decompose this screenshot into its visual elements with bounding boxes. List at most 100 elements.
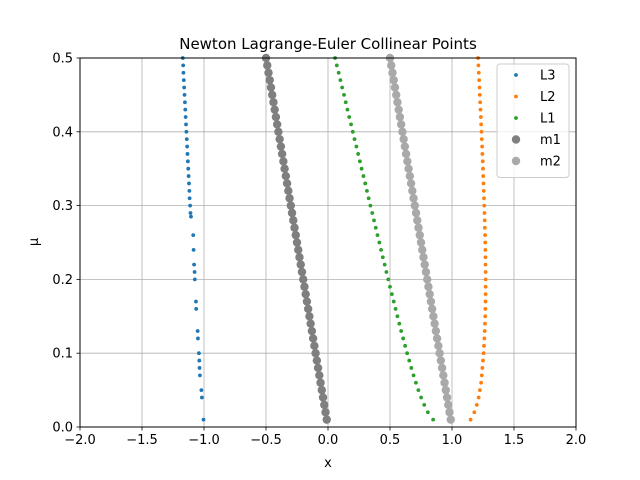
point-L3 (192, 262, 196, 267)
point-m2 (432, 334, 442, 343)
point-L2 (483, 321, 487, 326)
point-m2 (388, 68, 397, 77)
point-L2 (481, 174, 486, 178)
point-L2 (483, 277, 488, 282)
point-m2 (437, 363, 447, 373)
point-L2 (479, 122, 484, 127)
axis-ticks: −2.0 −1.5 −1.0 −0.5 0.0 0.5 1.0 1.5 2.0 0.0 0.1 0.2… (52, 52, 586, 449)
point-L1 (357, 159, 362, 164)
point-m2 (418, 245, 427, 255)
point-m1 (310, 341, 319, 351)
grid-lines (79, 57, 577, 428)
point-m1 (276, 142, 286, 151)
point-m1 (302, 297, 312, 306)
point-m2 (420, 260, 429, 269)
point-m1 (295, 253, 304, 262)
series-m1 (261, 53, 331, 424)
point-L2 (483, 270, 488, 274)
point-L1 (409, 366, 414, 370)
chart-title: Newton Lagrange-Euler Collinear Points (179, 35, 477, 53)
point-L3 (192, 277, 197, 282)
x-tick-label: 2.0 (566, 433, 587, 448)
point-L3 (191, 233, 196, 238)
point-m2 (410, 201, 419, 210)
point-m1 (303, 304, 313, 314)
series-L3 (180, 56, 206, 422)
point-L3 (182, 85, 187, 90)
point-L1 (354, 144, 359, 149)
legend-marker-L1 (514, 116, 518, 120)
point-L2 (474, 402, 479, 407)
point-L2 (477, 78, 482, 83)
point-L3 (183, 107, 188, 112)
point-m2 (436, 356, 446, 365)
point-L2 (476, 70, 481, 75)
point-L1 (370, 211, 375, 215)
y-axis-label: μ (27, 238, 42, 246)
point-L1 (361, 174, 366, 178)
point-m1 (308, 334, 318, 343)
point-L1 (350, 129, 355, 134)
point-L1 (366, 196, 371, 201)
point-L3 (197, 351, 201, 356)
point-L1 (380, 255, 385, 260)
point-m1 (296, 260, 305, 269)
point-L1 (405, 351, 410, 356)
point-m1 (282, 179, 292, 188)
point-m1 (265, 75, 274, 85)
point-m1 (264, 68, 273, 77)
point-m1 (297, 267, 307, 277)
point-m2 (393, 98, 402, 107)
point-L3 (184, 122, 188, 127)
point-L1 (356, 152, 361, 156)
point-L2 (478, 115, 483, 119)
point-L1 (422, 402, 427, 407)
point-m1 (311, 349, 320, 358)
point-L2 (481, 188, 486, 193)
point-m1 (318, 393, 328, 402)
point-m2 (421, 267, 431, 277)
point-m1 (268, 90, 277, 100)
point-L3 (187, 181, 191, 186)
legend-frame (496, 63, 570, 178)
point-L2 (482, 218, 487, 223)
point-m1 (321, 408, 330, 417)
point-m1 (312, 356, 322, 365)
point-L1 (336, 70, 341, 75)
point-L3 (185, 144, 190, 149)
data-marks (180, 53, 488, 424)
point-L2 (479, 137, 484, 142)
point-L1 (352, 137, 357, 142)
point-L1 (345, 107, 350, 112)
point-m1 (266, 83, 276, 92)
point-L3 (192, 270, 197, 274)
point-m2 (395, 112, 405, 122)
point-L1 (391, 299, 396, 304)
point-L1 (347, 115, 352, 119)
point-m2 (427, 304, 437, 314)
x-tick-label: −0.5 (250, 433, 282, 448)
legend-marker-m1 (511, 135, 521, 144)
point-m1 (280, 164, 289, 173)
point-m2 (411, 208, 421, 218)
legend-marker-m2 (511, 156, 521, 166)
point-m1 (284, 186, 293, 196)
point-m1 (263, 61, 272, 70)
point-L2 (482, 203, 487, 208)
x-tick-label: −2.0 (64, 433, 96, 448)
point-L3 (187, 196, 192, 201)
point-L1 (372, 218, 376, 223)
point-m2 (439, 371, 448, 380)
point-m1 (313, 363, 323, 373)
point-L3 (199, 395, 204, 400)
point-L3 (195, 329, 200, 333)
point-m2 (446, 415, 455, 424)
point-m1 (285, 194, 294, 203)
point-m1 (279, 157, 288, 166)
point-m2 (445, 408, 454, 417)
point-L2 (483, 240, 488, 245)
point-m2 (392, 90, 401, 100)
legend: L3 L2 L1 m1 m2 (496, 63, 570, 178)
point-m2 (426, 297, 436, 306)
point-L1 (403, 343, 408, 348)
